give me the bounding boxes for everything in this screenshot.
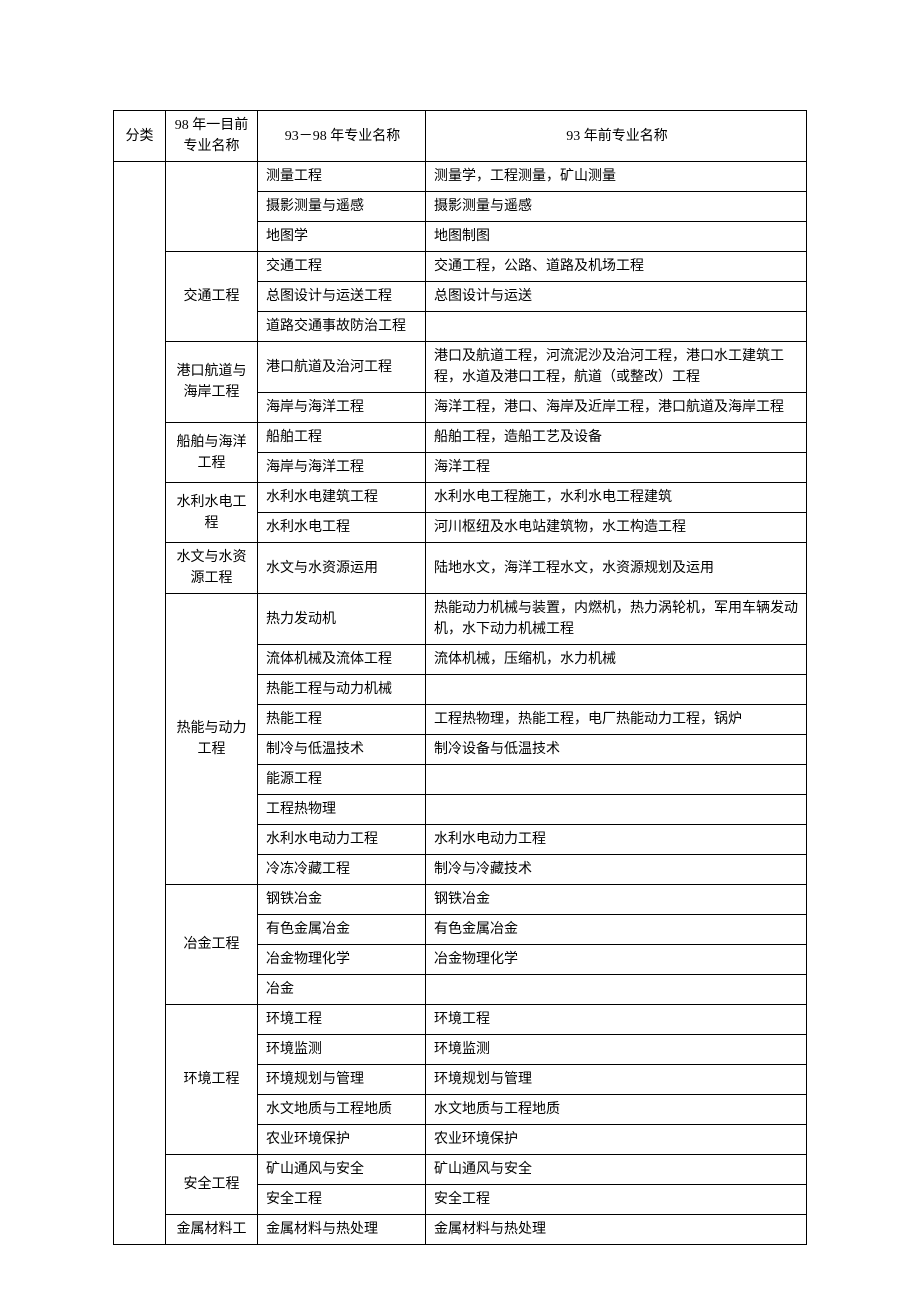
table-row: 港口航道与海岸工程港口航道及治河工程港口及航道工程，河流泥沙及治河工程，港口水工…	[114, 342, 807, 393]
name-93-98: 海岸与海洋工程	[258, 453, 426, 483]
name-93-98: 能源工程	[258, 765, 426, 795]
name-pre-93: 冶金物理化学	[426, 945, 807, 975]
name-pre-93: 交通工程，公路、道路及机场工程	[426, 252, 807, 282]
name-93-98: 水文地质与工程地质	[258, 1095, 426, 1125]
name-93-98: 冷冻冷藏工程	[258, 855, 426, 885]
name-93-98: 工程热物理	[258, 795, 426, 825]
group-cell: 热能与动力工程	[166, 594, 258, 885]
group-cell: 水文与水资源工程	[166, 543, 258, 594]
name-pre-93: 水利水电工程施工，水利水电工程建筑	[426, 483, 807, 513]
name-pre-93: 热能动力机械与装置，内燃机，热力涡轮机，军用车辆发动机，水下动力机械工程	[426, 594, 807, 645]
group-cell: 金属材料工	[166, 1215, 258, 1245]
group-cell: 港口航道与海岸工程	[166, 342, 258, 423]
header-col3: 93－98 年专业名称	[258, 111, 426, 162]
name-pre-93: 金属材料与热处理	[426, 1215, 807, 1245]
name-93-98: 有色金属冶金	[258, 915, 426, 945]
name-93-98: 地图学	[258, 222, 426, 252]
group-cell: 安全工程	[166, 1155, 258, 1215]
table-row: 水利水电工程水利水电建筑工程水利水电工程施工，水利水电工程建筑	[114, 483, 807, 513]
group-cell: 冶金工程	[166, 885, 258, 1005]
name-93-98: 水利水电建筑工程	[258, 483, 426, 513]
name-pre-93	[426, 765, 807, 795]
name-93-98: 钢铁冶金	[258, 885, 426, 915]
name-93-98: 制冷与低温技术	[258, 735, 426, 765]
group-cell: 环境工程	[166, 1005, 258, 1155]
header-row: 分类98 年一目前专业名称93－98 年专业名称93 年前专业名称	[114, 111, 807, 162]
name-pre-93: 河川枢纽及水电站建筑物，水工构造工程	[426, 513, 807, 543]
table-row: 金属材料工金属材料与热处理金属材料与热处理	[114, 1215, 807, 1245]
name-pre-93	[426, 975, 807, 1005]
header-col4: 93 年前专业名称	[426, 111, 807, 162]
name-pre-93: 摄影测量与遥感	[426, 192, 807, 222]
name-pre-93: 流体机械，压缩机，水力机械	[426, 645, 807, 675]
name-pre-93: 水利水电动力工程	[426, 825, 807, 855]
category-cell	[114, 162, 166, 1245]
group-cell	[166, 162, 258, 252]
name-93-98: 船舶工程	[258, 423, 426, 453]
table-row: 测量工程测量学，工程测量，矿山测量	[114, 162, 807, 192]
name-pre-93: 环境规划与管理	[426, 1065, 807, 1095]
name-pre-93: 水文地质与工程地质	[426, 1095, 807, 1125]
group-cell: 船舶与海洋工程	[166, 423, 258, 483]
name-93-98: 测量工程	[258, 162, 426, 192]
table-row: 交通工程交通工程交通工程，公路、道路及机场工程	[114, 252, 807, 282]
header-col2: 98 年一目前专业名称	[166, 111, 258, 162]
name-93-98: 热能工程	[258, 705, 426, 735]
name-pre-93	[426, 675, 807, 705]
name-93-98: 金属材料与热处理	[258, 1215, 426, 1245]
group-cell: 交通工程	[166, 252, 258, 342]
name-93-98: 环境工程	[258, 1005, 426, 1035]
name-93-98: 冶金	[258, 975, 426, 1005]
name-93-98: 热力发动机	[258, 594, 426, 645]
name-pre-93: 陆地水文，海洋工程水文，水资源规划及运用	[426, 543, 807, 594]
name-pre-93: 制冷设备与低温技术	[426, 735, 807, 765]
name-93-98: 交通工程	[258, 252, 426, 282]
table-row: 热能与动力工程热力发动机热能动力机械与装置，内燃机，热力涡轮机，军用车辆发动机，…	[114, 594, 807, 645]
group-cell: 水利水电工程	[166, 483, 258, 543]
table-row: 环境工程环境工程环境工程	[114, 1005, 807, 1035]
name-pre-93: 工程热物理，热能工程，电厂热能动力工程，锅炉	[426, 705, 807, 735]
name-93-98: 总图设计与运送工程	[258, 282, 426, 312]
name-pre-93: 钢铁冶金	[426, 885, 807, 915]
table-row: 水文与水资源工程水文与水资源运用陆地水文，海洋工程水文，水资源规划及运用	[114, 543, 807, 594]
table-row: 船舶与海洋工程船舶工程船舶工程，造船工艺及设备	[114, 423, 807, 453]
name-pre-93: 安全工程	[426, 1185, 807, 1215]
name-pre-93: 测量学，工程测量，矿山测量	[426, 162, 807, 192]
name-pre-93: 环境工程	[426, 1005, 807, 1035]
majors-table: 分类98 年一目前专业名称93－98 年专业名称93 年前专业名称测量工程测量学…	[113, 110, 807, 1245]
name-pre-93: 海洋工程	[426, 453, 807, 483]
name-93-98: 摄影测量与遥感	[258, 192, 426, 222]
name-pre-93: 船舶工程，造船工艺及设备	[426, 423, 807, 453]
name-pre-93: 有色金属冶金	[426, 915, 807, 945]
name-pre-93: 地图制图	[426, 222, 807, 252]
name-93-98: 水文与水资源运用	[258, 543, 426, 594]
name-93-98: 热能工程与动力机械	[258, 675, 426, 705]
table-row: 冶金工程钢铁冶金钢铁冶金	[114, 885, 807, 915]
name-93-98: 水利水电动力工程	[258, 825, 426, 855]
name-93-98: 冶金物理化学	[258, 945, 426, 975]
name-93-98: 港口航道及治河工程	[258, 342, 426, 393]
table-row: 安全工程矿山通风与安全矿山通风与安全	[114, 1155, 807, 1185]
name-pre-93	[426, 312, 807, 342]
name-93-98: 海岸与海洋工程	[258, 393, 426, 423]
name-93-98: 环境规划与管理	[258, 1065, 426, 1095]
name-93-98: 农业环境保护	[258, 1125, 426, 1155]
name-93-98: 道路交通事故防治工程	[258, 312, 426, 342]
name-pre-93	[426, 795, 807, 825]
name-93-98: 水利水电工程	[258, 513, 426, 543]
name-93-98: 安全工程	[258, 1185, 426, 1215]
name-pre-93: 矿山通风与安全	[426, 1155, 807, 1185]
name-pre-93: 海洋工程，港口、海岸及近岸工程，港口航道及海岸工程	[426, 393, 807, 423]
name-pre-93: 农业环境保护	[426, 1125, 807, 1155]
name-93-98: 流体机械及流体工程	[258, 645, 426, 675]
name-pre-93: 港口及航道工程，河流泥沙及治河工程，港口水工建筑工程，水道及港口工程，航道（或整…	[426, 342, 807, 393]
name-93-98: 环境监测	[258, 1035, 426, 1065]
name-pre-93: 总图设计与运送	[426, 282, 807, 312]
name-pre-93: 环境监测	[426, 1035, 807, 1065]
name-93-98: 矿山通风与安全	[258, 1155, 426, 1185]
name-pre-93: 制冷与冷藏技术	[426, 855, 807, 885]
header-col1: 分类	[114, 111, 166, 162]
